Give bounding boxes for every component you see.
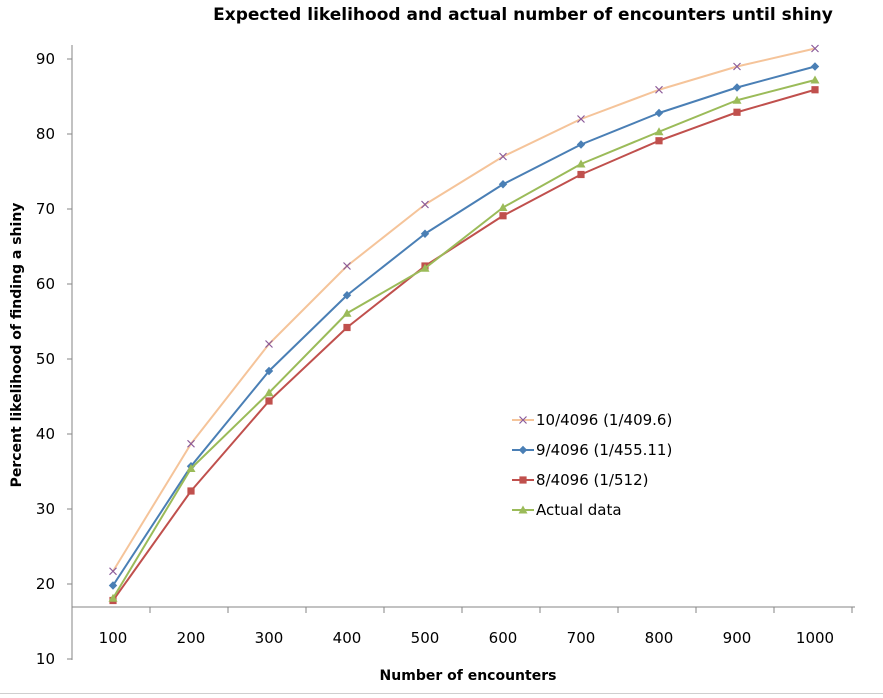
series [109, 44, 819, 576]
y-tick-labels: 10 20 30 40 50 60 70 80 90 [36, 50, 55, 668]
x-tick-label: 200 [177, 629, 206, 647]
data-point [810, 75, 820, 84]
series [108, 75, 820, 602]
data-point [108, 593, 118, 602]
data-point [264, 388, 274, 397]
y-tick-label: 50 [36, 350, 55, 368]
series [108, 62, 820, 590]
y-tick-label: 60 [36, 275, 55, 293]
data-point [654, 108, 664, 118]
legend: 10/4096 (1/409.6) 9/4096 (1/455.11) 8/4096… [512, 411, 672, 519]
y-axis-title: Percent likelihood of finding a shiny [9, 203, 25, 488]
y-tick-label: 80 [36, 125, 55, 143]
legend-item: 9/4096 (1/455.11) [512, 441, 672, 459]
data-point [576, 159, 586, 168]
y-tick-label: 70 [36, 200, 55, 218]
data-point [732, 83, 742, 92]
x-axis-title: Number of encounters [380, 668, 557, 684]
x-tick-label: 300 [255, 629, 284, 647]
y-tick-label: 20 [36, 575, 55, 593]
x-tick-label: 1000 [796, 629, 834, 647]
data-point [420, 229, 430, 238]
x-tick-label: 500 [411, 629, 440, 647]
data-point [577, 170, 585, 179]
data-point [811, 86, 819, 94]
data-point [265, 340, 273, 348]
data-point [576, 140, 586, 149]
legend-marker [519, 416, 527, 424]
data-point [499, 152, 507, 161]
y-tick-label: 10 [36, 650, 55, 668]
series-line [112, 65, 816, 587]
legend-label: 9/4096 (1/455.11) [536, 441, 672, 459]
x-tick-label: 100 [99, 629, 128, 647]
legend-item: 10/4096 (1/409.6) [512, 411, 672, 429]
data-point [733, 108, 741, 116]
data-point [265, 397, 273, 405]
data-point [108, 581, 118, 590]
series-line [112, 88, 816, 602]
data-point [498, 203, 508, 211]
legend-label: Actual data [536, 501, 622, 519]
legend-marker [519, 476, 527, 484]
axes [67, 45, 855, 660]
data-point [655, 85, 663, 94]
legend-label: 10/4096 (1/409.6) [536, 411, 672, 429]
x-tick-labels: 100 200 300 400 500 600 700 800 900 1000 [99, 629, 834, 647]
data-point [343, 323, 351, 332]
series-line [112, 47, 816, 572]
data-point [655, 137, 663, 145]
data-point [732, 95, 742, 104]
data-point [577, 115, 585, 123]
data-point [420, 263, 430, 272]
data-point [499, 212, 507, 220]
series [109, 86, 819, 605]
data-point [654, 127, 664, 136]
data-point [811, 44, 819, 53]
data-point [342, 291, 352, 300]
data-point [264, 366, 274, 376]
x-tick-label: 800 [645, 629, 674, 647]
x-tick-label: 900 [723, 629, 752, 647]
data-point [733, 62, 741, 71]
x-tick-label: 600 [489, 629, 518, 647]
data-point [186, 464, 196, 472]
bottom-rule [0, 693, 883, 694]
data-point [187, 439, 195, 448]
y-tick-label: 40 [36, 425, 55, 443]
y-tick-label: 90 [36, 50, 55, 68]
series-group [108, 44, 820, 605]
series-line [112, 79, 816, 599]
data-point [343, 262, 351, 270]
x-tick-label: 700 [567, 629, 596, 647]
x-tick-label: 400 [333, 629, 362, 647]
data-point [109, 567, 117, 576]
data-point [810, 62, 820, 71]
chart-title: Expected likelihood and actual number of… [213, 5, 833, 25]
legend-item: 8/4096 (1/512) [512, 471, 648, 489]
legend-marker [518, 505, 528, 514]
y-tick-label: 30 [36, 500, 55, 518]
data-point [342, 308, 352, 317]
data-point [421, 200, 429, 209]
legend-item: Actual data [512, 501, 622, 519]
data-point [498, 180, 508, 189]
data-point [187, 487, 195, 495]
legend-label: 8/4096 (1/512) [536, 471, 648, 489]
legend-marker [518, 445, 528, 455]
